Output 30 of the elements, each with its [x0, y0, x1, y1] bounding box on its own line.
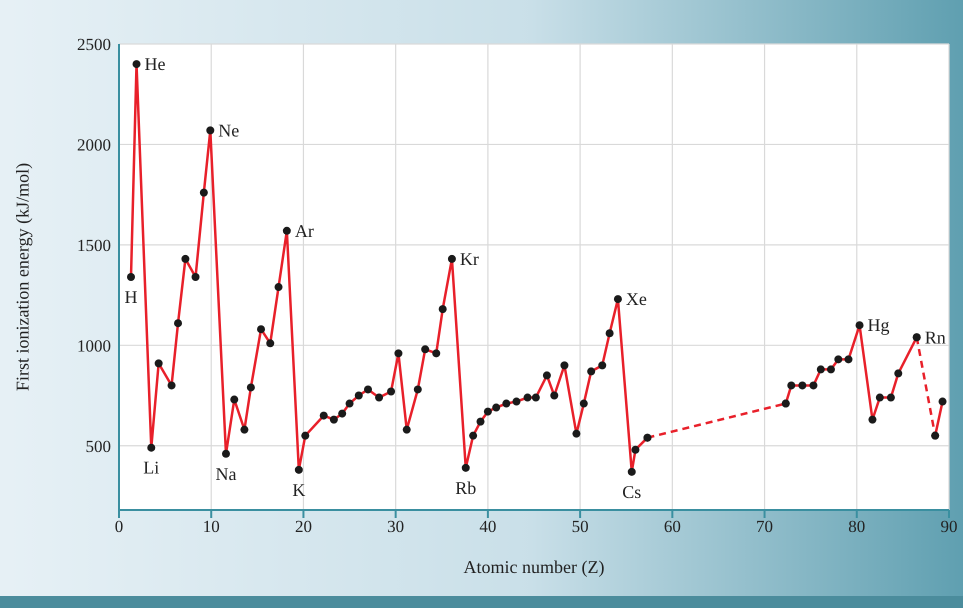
x-tick-label: 20 — [294, 517, 312, 536]
y-tick-label: 2500 — [77, 35, 111, 54]
y-axis-title: First ionization energy (kJ/mol) — [12, 162, 32, 392]
annotation: K — [292, 480, 306, 500]
y-tick-label: 500 — [86, 436, 111, 456]
annotation: Ar — [294, 220, 314, 241]
x-tick-label: 40 — [479, 517, 496, 536]
annotation: Rb — [455, 478, 476, 498]
annotation: Cs — [622, 482, 642, 502]
annotation: He — [144, 54, 166, 74]
x-tick-label: 10 — [202, 517, 220, 536]
x-tick-label: 50 — [572, 517, 589, 536]
annotation: Xe — [626, 289, 647, 310]
annotation: H — [124, 287, 138, 307]
x-tick-label: 80 — [848, 517, 866, 536]
y-tick-label: 1500 — [77, 236, 111, 255]
annotation: Li — [143, 458, 160, 478]
annotation: Ne — [218, 120, 240, 140]
x-tick-label: 30 — [387, 517, 404, 536]
x-tick-label: 90 — [940, 517, 958, 536]
annotation: Kr — [460, 248, 479, 269]
x-axis-title: Atomic number (Z) — [464, 557, 604, 577]
x-tick-label: 60 — [664, 517, 681, 536]
x-tick-label: 70 — [756, 517, 774, 536]
annotation: Rn — [924, 327, 946, 348]
y-tick-label: 2000 — [77, 135, 111, 154]
y-tick-label: 1000 — [77, 336, 111, 356]
annotation: Hg — [868, 315, 890, 336]
annotation: Na — [215, 464, 236, 484]
x-tick-label: 0 — [114, 517, 124, 536]
